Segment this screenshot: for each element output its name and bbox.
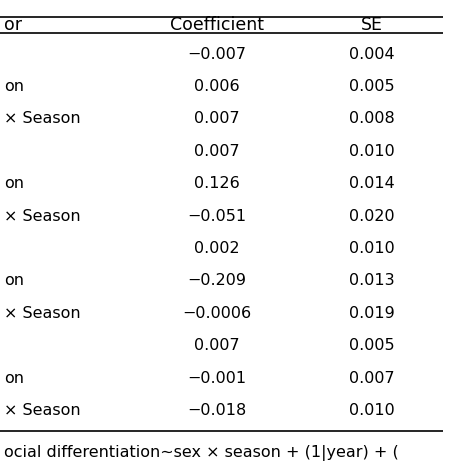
Text: −0.018: −0.018 [187, 403, 246, 418]
Text: or: or [4, 16, 22, 34]
Text: on: on [4, 176, 25, 191]
Text: ocial differentiation∼sex × season + (1|year) + (: ocial differentiation∼sex × season + (1|… [4, 445, 399, 461]
Text: 0.006: 0.006 [194, 79, 240, 94]
Text: × Season: × Season [4, 111, 81, 127]
Text: × Season: × Season [4, 306, 81, 321]
Text: 0.005: 0.005 [349, 338, 395, 353]
Text: on: on [4, 79, 25, 94]
Text: 0.007: 0.007 [194, 338, 240, 353]
Text: 0.010: 0.010 [349, 144, 395, 159]
Text: 0.008: 0.008 [349, 111, 395, 127]
Text: 0.005: 0.005 [349, 79, 395, 94]
Text: 0.010: 0.010 [349, 241, 395, 256]
Text: 0.007: 0.007 [194, 111, 240, 127]
Text: −0.007: −0.007 [188, 46, 246, 62]
Text: 0.007: 0.007 [194, 144, 240, 159]
Text: 0.020: 0.020 [349, 209, 395, 224]
Text: Coefficient: Coefficient [170, 16, 264, 34]
Text: 0.002: 0.002 [194, 241, 240, 256]
Text: −0.0006: −0.0006 [182, 306, 252, 321]
Text: −0.001: −0.001 [188, 371, 246, 385]
Text: × Season: × Season [4, 403, 81, 418]
Text: 0.126: 0.126 [194, 176, 240, 191]
Text: 0.013: 0.013 [349, 273, 395, 288]
Text: −0.051: −0.051 [188, 209, 246, 224]
Text: −0.209: −0.209 [188, 273, 246, 288]
Text: 0.019: 0.019 [349, 306, 395, 321]
Text: 0.010: 0.010 [349, 403, 395, 418]
Text: 0.004: 0.004 [349, 46, 395, 62]
Text: on: on [4, 273, 25, 288]
Text: 0.007: 0.007 [349, 371, 395, 385]
Text: 0.014: 0.014 [349, 176, 395, 191]
Text: SE: SE [361, 16, 383, 34]
Text: × Season: × Season [4, 209, 81, 224]
Text: on: on [4, 371, 25, 385]
